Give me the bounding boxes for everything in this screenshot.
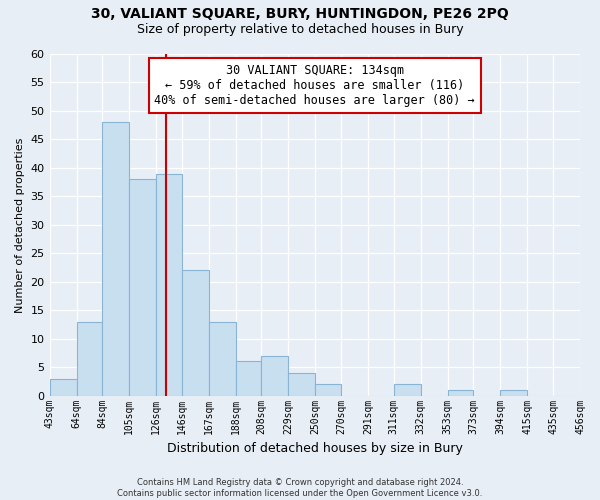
Bar	[316, 384, 341, 396]
Bar	[289, 373, 316, 396]
Y-axis label: Number of detached properties: Number of detached properties	[15, 137, 25, 312]
Bar	[448, 390, 473, 396]
Bar	[129, 180, 156, 396]
Bar	[262, 356, 289, 396]
Bar	[156, 174, 182, 396]
Bar	[394, 384, 421, 396]
Text: Contains HM Land Registry data © Crown copyright and database right 2024.
Contai: Contains HM Land Registry data © Crown c…	[118, 478, 482, 498]
Bar	[50, 378, 77, 396]
Text: 30, VALIANT SQUARE, BURY, HUNTINGDON, PE26 2PQ: 30, VALIANT SQUARE, BURY, HUNTINGDON, PE…	[91, 8, 509, 22]
Bar	[236, 362, 262, 396]
Bar	[500, 390, 527, 396]
Bar	[102, 122, 129, 396]
X-axis label: Distribution of detached houses by size in Bury: Distribution of detached houses by size …	[167, 442, 463, 455]
Text: Size of property relative to detached houses in Bury: Size of property relative to detached ho…	[137, 22, 463, 36]
Bar	[209, 322, 236, 396]
Text: 30 VALIANT SQUARE: 134sqm
← 59% of detached houses are smaller (116)
40% of semi: 30 VALIANT SQUARE: 134sqm ← 59% of detac…	[154, 64, 475, 107]
Bar	[182, 270, 209, 396]
Bar	[77, 322, 102, 396]
